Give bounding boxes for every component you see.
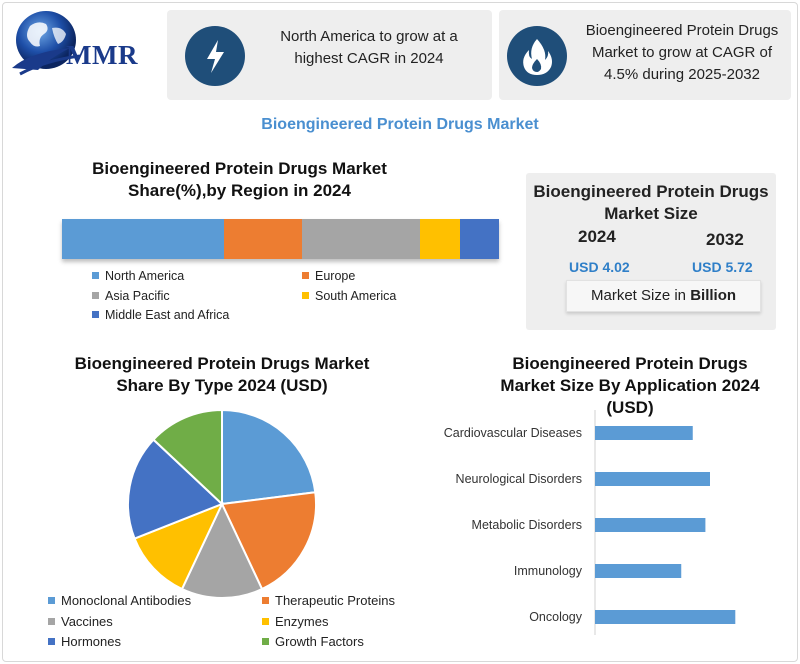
region-chart-title: Bioengineered Protein Drugs Market Share… (62, 158, 417, 202)
type-legend-item-monoclonal-antibodies: Monoclonal Antibodies (48, 593, 191, 608)
legend-swatch (302, 272, 309, 280)
legend-swatch (48, 597, 55, 605)
legend-swatch (262, 638, 269, 646)
highlight-card-region: North America to grow at a highest CAGR … (167, 10, 492, 100)
market-size-unit-label: Market Size in Billion (566, 280, 761, 312)
app-bar-oncology (595, 610, 736, 624)
market-size-title: Bioengineered Protein Drugs Market Size (526, 181, 776, 225)
region-stacked-bar (62, 219, 499, 259)
legend-label: Growth Factors (275, 634, 364, 649)
unit-bold: Billion (690, 287, 737, 304)
legend-label: Therapeutic Proteins (275, 593, 395, 608)
card2-line-2: Market to grow at CAGR of (591, 44, 773, 61)
type-title-line-2: Share By Type 2024 (USD) (116, 376, 328, 395)
pie-slice-growth-factors (152, 408, 223, 507)
highlight-card-cagr: Bioengineered Protein Drugs Market to gr… (499, 10, 791, 100)
unit-prefix: Market Size in (590, 287, 691, 304)
card1-line-1: North America to grow at a (280, 28, 458, 45)
legend-label: North America (105, 269, 185, 283)
legend-swatch (48, 638, 55, 646)
legend-swatch (302, 292, 309, 300)
year-2024: 2024 (578, 227, 616, 246)
legend-label: Middle East and Africa (105, 308, 230, 322)
legend-label: Enzymes (275, 614, 329, 629)
type-pie-chart (127, 408, 317, 599)
app-bar-metabolic-disorders (595, 518, 706, 532)
market-size-title-line-2: Market Size (604, 204, 698, 223)
type-chart-title: Bioengineered Protein Drugs Market Share… (52, 353, 392, 397)
legend-swatch (262, 597, 269, 605)
type-legend-item-growth-factors: Growth Factors (262, 634, 364, 649)
region-legend-item-europe: Europe (302, 269, 355, 283)
legend-swatch (48, 618, 55, 626)
legend-label: Asia Pacific (105, 289, 170, 303)
type-title-line-1: Bioengineered Protein Drugs Market (74, 354, 370, 373)
lightning-icon (185, 26, 245, 86)
app-category-label-neurological-disorders: Neurological Disorders (456, 472, 582, 486)
value-2024: USD 4.02 (569, 259, 630, 275)
region-legend-item-south-america: South America (302, 289, 396, 303)
region-segment-europe (223, 219, 303, 259)
type-legend-item-vaccines: Vaccines (48, 614, 113, 629)
main-title: Bioengineered Protein Drugs Market (261, 116, 539, 133)
app-title-line-1: Bioengineered Protein Drugs (512, 354, 748, 373)
region-segment-south-america (420, 219, 460, 259)
legend-label: Monoclonal Antibodies (61, 593, 192, 608)
region-segment-asia-pacific (302, 219, 421, 259)
legend-swatch (92, 292, 99, 300)
type-legend-item-therapeutic-proteins: Therapeutic Proteins (262, 593, 395, 608)
year-2032: 2032 (706, 230, 744, 249)
region-legend-item-middle-east-and-africa: Middle East and Africa (92, 308, 229, 322)
app-bar-immunology (595, 564, 682, 578)
legend-label: Vaccines (61, 614, 113, 629)
pie-slice-hormones (127, 438, 224, 540)
card2-line-3: 4.5% during 2025-2032 (604, 66, 760, 83)
pie-slice-monoclonal-antibodies (221, 408, 317, 506)
card2-line-1: Bioengineered Protein Drugs (585, 22, 779, 39)
region-title-line-2: Share(%),by Region in 2024 (128, 181, 351, 200)
app-category-label-oncology: Oncology (529, 610, 583, 624)
type-legend-item-hormones: Hormones (48, 634, 121, 649)
pie-slice-vaccines (180, 501, 264, 599)
app-category-label-metabolic-disorders: Metabolic Disorders (472, 518, 582, 532)
legend-swatch (262, 618, 269, 626)
region-segment-north-america (62, 219, 224, 259)
card1-line-2: highest CAGR in 2024 (294, 50, 444, 67)
pie-slice-enzymes (133, 502, 224, 591)
application-chart-title: Bioengineered Protein Drugs Market Size … (470, 353, 790, 419)
legend-label: Europe (315, 269, 356, 283)
app-bar-neurological-disorders (595, 472, 710, 486)
app-title-line-2: Market Size By Application 2024 (500, 376, 760, 395)
application-bar-chart: Cardiovascular Diseases Neurological Diso… (444, 410, 736, 635)
market-size-title-line-1: Bioengineered Protein Drugs (533, 182, 769, 201)
value-2032: USD 5.72 (692, 259, 753, 275)
mmr-globe-logo-icon (12, 11, 81, 76)
pie-slice-therapeutic-proteins (220, 491, 317, 591)
app-category-label-immunology: Immunology (514, 564, 583, 578)
region-title-line-1: Bioengineered Protein Drugs Market (92, 159, 387, 178)
app-title-line-3: (USD) (606, 398, 654, 417)
legend-label: South America (315, 289, 397, 303)
app-bar-cardiovascular-diseases (595, 426, 693, 440)
legend-label: Hormones (61, 634, 121, 649)
region-legend-item-north-america: North America (92, 269, 184, 283)
brand-logo-text: MMR (66, 40, 138, 70)
legend-swatch (92, 311, 99, 319)
region-legend-item-asia-pacific: Asia Pacific (92, 289, 170, 303)
flame-icon (507, 26, 567, 86)
market-size-box: Bioengineered Protein Drugs Market Size … (526, 173, 776, 330)
type-legend-item-enzymes: Enzymes (262, 614, 328, 629)
region-segment-middle-east-and-africa (459, 219, 499, 259)
legend-swatch (92, 272, 99, 280)
app-category-label-cardiovascular-diseases: Cardiovascular Diseases (444, 426, 582, 440)
